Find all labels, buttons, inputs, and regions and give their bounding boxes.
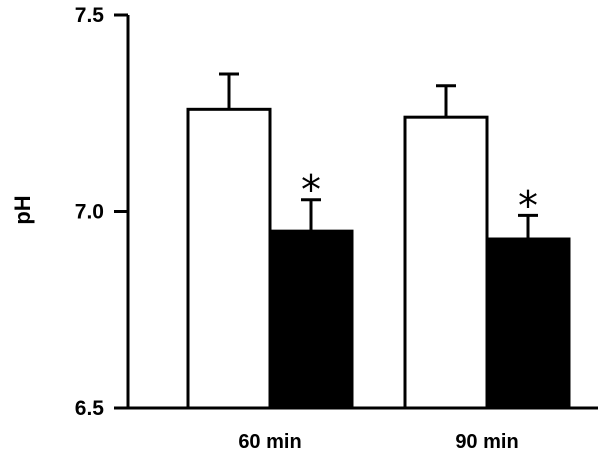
significance-marker: * (301, 168, 321, 214)
y-tick-label: 7.0 (75, 201, 104, 224)
bar (186, 107, 272, 410)
significance-marker: * (518, 183, 538, 229)
x-category-label: 60 min (238, 431, 301, 453)
y-tick-label: 7.5 (75, 4, 105, 27)
bar (403, 115, 489, 410)
bar (268, 229, 354, 410)
bar (485, 237, 571, 410)
y-tick-label: 6.5 (75, 397, 105, 420)
x-category-label: 90 min (455, 431, 518, 453)
y-axis: 6.5 7.0 7.5 (75, 4, 130, 420)
labels: 60 min 90 min * * (238, 168, 538, 453)
y-axis-title: pH (10, 195, 35, 224)
bars (186, 72, 571, 410)
